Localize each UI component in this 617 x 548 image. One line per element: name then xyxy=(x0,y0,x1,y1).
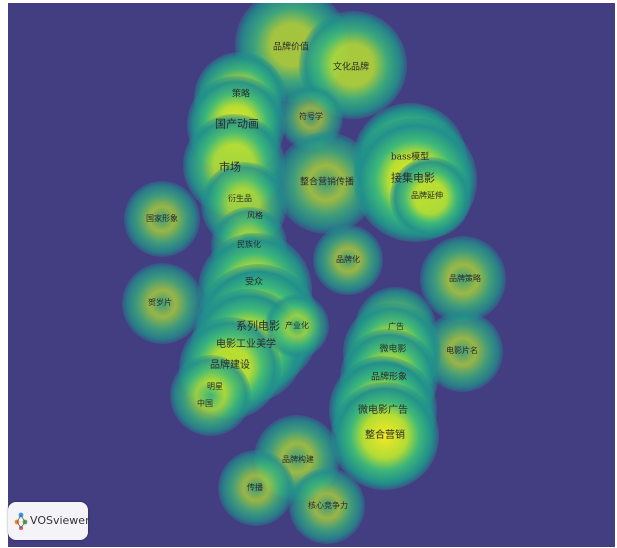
term-label[interactable]: 国家形象 xyxy=(146,214,178,223)
term-label[interactable]: 产业化 xyxy=(285,321,309,330)
term-label[interactable]: 传播 xyxy=(247,483,263,492)
term-label[interactable]: bass模型 xyxy=(390,152,430,163)
term-label[interactable]: 中国 xyxy=(197,399,213,408)
term-label[interactable]: 市场 xyxy=(219,160,241,174)
term-label[interactable]: 民族化 xyxy=(237,240,261,249)
term-label[interactable]: 微电影广告 xyxy=(358,405,408,416)
term-label[interactable]: 品牌策略 xyxy=(449,274,481,283)
term-label[interactable]: 衍生品 xyxy=(228,194,252,203)
term-label[interactable]: 风格 xyxy=(247,211,263,220)
vosviewer-logo: VOSviewer xyxy=(8,502,90,540)
term-label[interactable]: 电影片名 xyxy=(446,346,478,355)
term-label[interactable]: 品牌形象 xyxy=(370,372,408,383)
density-map[interactable]: 品牌价值 文化品牌 策略 国产动画 符号学 bass模型 市场 接集电影 整合营销传播 衍生品 品牌… xyxy=(8,3,615,547)
term-label[interactable]: 品牌延伸 xyxy=(411,191,443,200)
term-label[interactable]: 核心竞争力 xyxy=(308,501,348,510)
term-label[interactable]: 广告 xyxy=(388,322,404,331)
term-label[interactable]: 品牌构建 xyxy=(282,455,314,464)
term-label[interactable]: 文化品牌 xyxy=(332,62,370,73)
logo-text: VOSviewer xyxy=(30,514,90,527)
term-label[interactable]: 明星 xyxy=(207,382,223,391)
density-blob xyxy=(200,161,288,249)
term-label[interactable]: 受众 xyxy=(244,277,264,288)
term-label[interactable]: 符号学 xyxy=(299,112,323,121)
term-label[interactable]: 整合营销传播 xyxy=(299,177,355,188)
term-label[interactable]: 电影工业美学 xyxy=(216,339,276,350)
term-label[interactable]: 接集电影 xyxy=(391,171,435,185)
vosviewer-logo-icon xyxy=(14,512,28,530)
term-label[interactable]: 品牌化 xyxy=(336,255,360,264)
term-label[interactable]: 系列电影 xyxy=(236,319,280,333)
term-label[interactable]: 品牌价值 xyxy=(272,42,310,53)
term-label[interactable]: 微电影 xyxy=(379,344,407,355)
term-label[interactable]: 策略 xyxy=(231,89,251,100)
term-label[interactable]: 整合营销 xyxy=(365,430,405,441)
term-label[interactable]: 贺岁片 xyxy=(148,298,172,307)
term-label[interactable]: 国产动画 xyxy=(215,117,259,131)
term-label[interactable]: 品牌建设 xyxy=(210,360,250,371)
